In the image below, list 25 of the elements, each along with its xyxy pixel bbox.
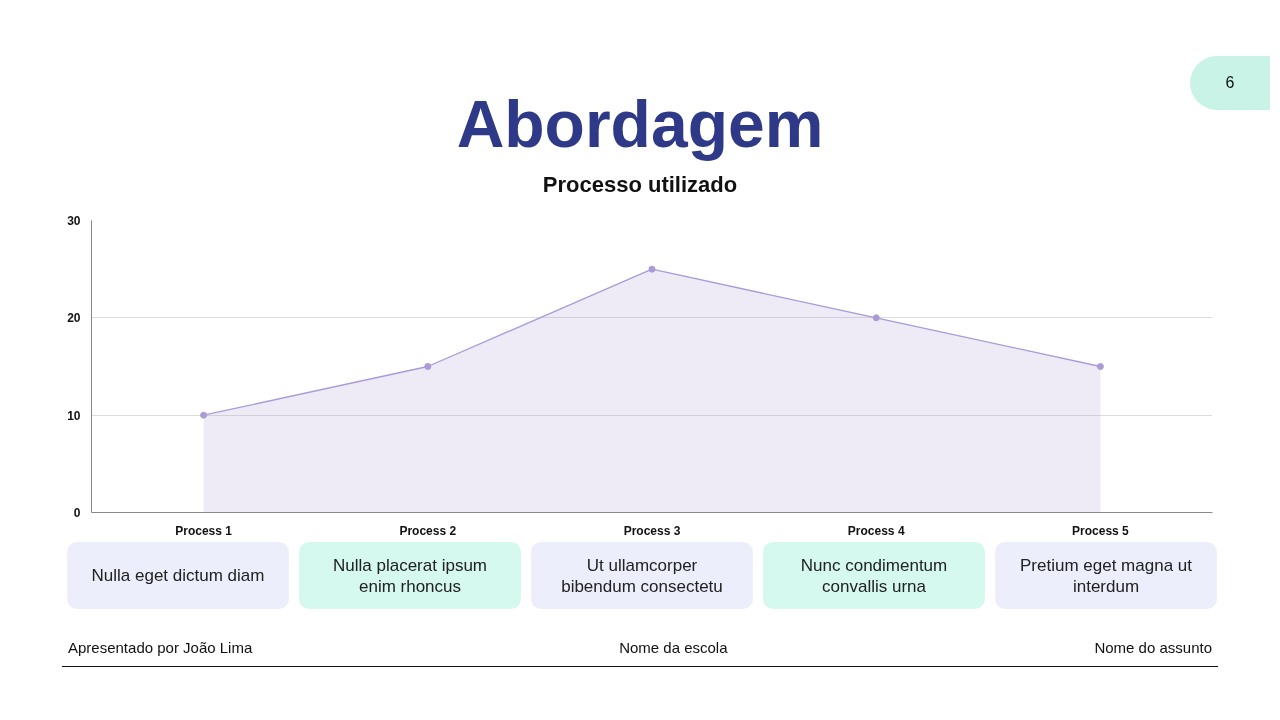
x-tick-label: Process 5 [1072, 523, 1130, 538]
point [424, 363, 432, 370]
text: 6 [1190, 56, 1270, 110]
point [200, 411, 208, 419]
y-tick-label: 30 [67, 214, 81, 228]
text: Ut ullamcorper bibendum consectetu [531, 542, 753, 609]
text: Apresentado por João Lima [68, 639, 253, 656]
point [648, 265, 656, 273]
text: Pretium eget magna ut interdum [995, 542, 1217, 609]
text: Nome do assunto [1094, 639, 1212, 656]
chart-subtitle: Processo utilizado [541, 172, 739, 198]
x-tick-label: Process 2 [399, 523, 457, 538]
chart-title: Abordagem [456, 87, 824, 161]
x-tick-label: Process 4 [847, 523, 905, 538]
point [1096, 363, 1104, 370]
x-tick-label: Process 3 [623, 523, 681, 538]
y-tick-label: 0 [73, 506, 81, 520]
x-tick-label: Process 1 [175, 523, 233, 538]
y-tick-label: 10 [67, 408, 81, 423]
text: Nome da escola [619, 639, 728, 656]
y-tick-label: 20 [67, 311, 81, 326]
point [872, 314, 880, 322]
text: Nulla eget dictum diam [67, 542, 289, 609]
text: Nunc condimentum convallis urna [763, 542, 985, 609]
text: Nulla placerat ipsum enim rhoncus [299, 542, 521, 609]
